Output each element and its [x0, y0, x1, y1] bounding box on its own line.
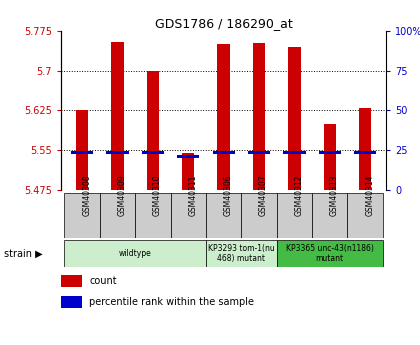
Bar: [100, 193, 135, 238]
Text: GSM40310: GSM40310: [153, 175, 162, 216]
Bar: [283, 151, 306, 154]
Text: count: count: [89, 276, 117, 286]
Text: GSM40309: GSM40309: [118, 175, 126, 216]
Text: GSM40308: GSM40308: [82, 175, 91, 216]
Bar: [177, 155, 199, 158]
Text: KP3293 tom-1(nu
468) mutant: KP3293 tom-1(nu 468) mutant: [208, 244, 275, 263]
Bar: [253, 43, 265, 190]
Bar: [288, 47, 301, 190]
Bar: [111, 42, 124, 190]
Bar: [147, 71, 159, 190]
Bar: [354, 151, 376, 154]
Text: wildtype: wildtype: [119, 249, 152, 258]
Text: GSM40312: GSM40312: [294, 175, 303, 216]
Bar: [171, 193, 206, 238]
Bar: [61, 275, 82, 287]
Bar: [277, 240, 383, 267]
Title: GDS1786 / 186290_at: GDS1786 / 186290_at: [155, 17, 292, 30]
Bar: [64, 240, 206, 267]
Bar: [323, 124, 336, 190]
Bar: [319, 151, 341, 154]
Text: GSM40307: GSM40307: [259, 175, 268, 216]
Bar: [277, 193, 312, 238]
Bar: [312, 193, 347, 238]
Bar: [135, 193, 171, 238]
Bar: [347, 193, 383, 238]
Bar: [64, 193, 100, 238]
Bar: [206, 240, 277, 267]
Text: KP3365 unc-43(n1186)
mutant: KP3365 unc-43(n1186) mutant: [286, 244, 374, 263]
Bar: [106, 151, 129, 154]
Text: GSM40306: GSM40306: [224, 175, 233, 216]
Bar: [241, 193, 277, 238]
Bar: [61, 296, 82, 308]
Text: percentile rank within the sample: percentile rank within the sample: [89, 297, 255, 307]
Bar: [213, 151, 235, 154]
Bar: [76, 110, 88, 190]
Bar: [182, 153, 194, 190]
Text: GSM40314: GSM40314: [365, 175, 374, 216]
Bar: [218, 44, 230, 190]
Text: GSM40313: GSM40313: [330, 175, 339, 216]
Bar: [142, 151, 164, 154]
Bar: [248, 151, 270, 154]
Text: GSM40311: GSM40311: [188, 175, 197, 216]
Text: strain ▶: strain ▶: [4, 249, 43, 258]
Bar: [71, 151, 93, 154]
Bar: [206, 193, 241, 238]
Bar: [359, 108, 371, 190]
